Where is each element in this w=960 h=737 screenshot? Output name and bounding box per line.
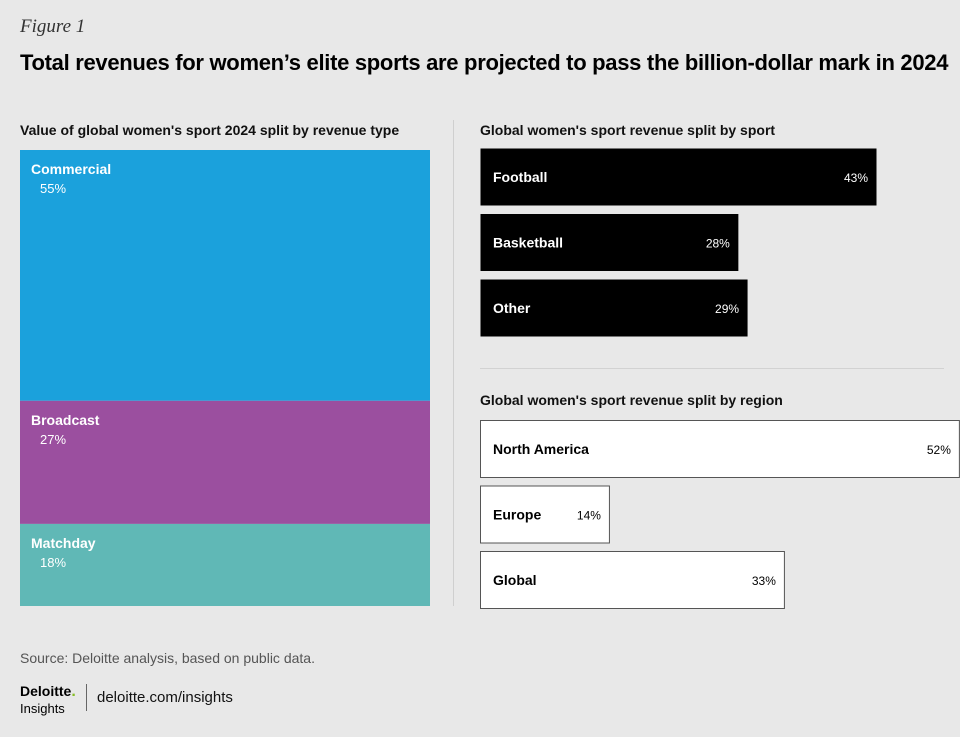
- figure-label: Figure 1: [20, 16, 86, 37]
- broadcast-value: 27%: [40, 432, 66, 447]
- commercial-value: 55%: [40, 181, 66, 196]
- football-label: Football: [493, 169, 547, 185]
- broadcast-segment: [20, 400, 430, 524]
- brand-sub: Insights: [20, 701, 65, 716]
- matchday-value: 18%: [40, 555, 66, 570]
- deloitte-logo: Deloitte. Insights: [20, 683, 76, 716]
- commercial-segment: [20, 150, 430, 401]
- football-bar: [480, 148, 877, 206]
- global-bar: [480, 551, 785, 609]
- europe-bar: [480, 485, 610, 544]
- broadcast-label: Broadcast: [31, 412, 100, 428]
- basketball-value: 28%: [706, 237, 730, 251]
- source-note: Source: Deloitte analysis, based on publ…: [20, 650, 315, 666]
- global-label: Global: [493, 572, 537, 588]
- north-america-bar: [480, 420, 960, 478]
- matchday-label: Matchday: [31, 535, 96, 551]
- commercial-label: Commercial: [31, 161, 111, 177]
- horizontal-divider: [480, 368, 944, 369]
- revenue-type-title: Value of global women's sport 2024 split…: [20, 122, 400, 138]
- other-bar: [480, 279, 748, 337]
- other-value: 29%: [715, 302, 739, 316]
- north-america-value: 52%: [927, 443, 951, 457]
- brand-name: Deloitte: [20, 683, 72, 699]
- main-title: Total revenues for women’s elite sports …: [20, 50, 949, 75]
- europe-value: 14%: [577, 509, 601, 523]
- insights-link[interactable]: deloitte.com/insights: [97, 689, 233, 706]
- brand-dot: .: [71, 683, 76, 700]
- other-label: Other: [493, 300, 531, 316]
- football-value: 43%: [844, 171, 868, 185]
- matchday-segment: [20, 523, 430, 606]
- basketball-label: Basketball: [493, 235, 563, 251]
- sport-split-title: Global women's sport revenue split by sp…: [480, 122, 776, 138]
- europe-label: Europe: [493, 507, 541, 523]
- north-america-label: North America: [493, 441, 589, 457]
- brand-separator: [86, 684, 87, 711]
- vertical-divider: [453, 120, 454, 606]
- global-value: 33%: [752, 574, 776, 588]
- basketball-bar: [480, 214, 739, 271]
- region-split-title: Global women's sport revenue split by re…: [480, 392, 783, 408]
